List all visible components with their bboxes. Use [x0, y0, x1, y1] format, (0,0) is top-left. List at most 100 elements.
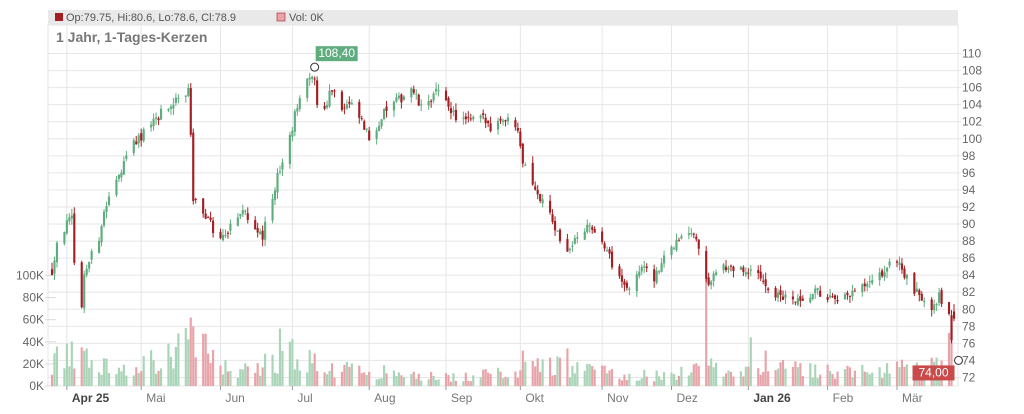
candle-body	[365, 128, 368, 130]
candle-body	[866, 283, 869, 288]
volume-bar	[501, 378, 505, 386]
candle-body	[608, 249, 611, 254]
candle-body	[479, 115, 482, 119]
candle-body	[767, 288, 770, 291]
candle-body	[487, 120, 490, 124]
candle-body	[799, 296, 802, 301]
volume-bar	[715, 362, 718, 386]
volume-bar	[762, 372, 765, 386]
candle-body	[187, 87, 190, 96]
candle-body	[655, 270, 658, 283]
volume-bar	[293, 369, 296, 386]
volume-bar	[712, 367, 715, 386]
volume-bar	[415, 378, 418, 386]
price-tick-label: 102	[962, 115, 982, 129]
volume-bar	[836, 371, 839, 386]
candle-body	[776, 292, 780, 298]
price-tick-label: 80	[962, 302, 976, 316]
volume-bar	[209, 362, 212, 386]
candle-body	[311, 76, 314, 79]
candle-body	[588, 225, 591, 227]
candle-body	[791, 296, 795, 300]
volume-bar	[610, 369, 614, 386]
low-marker-circle	[954, 355, 964, 365]
volume-bar	[504, 376, 507, 386]
volume-bar	[516, 377, 519, 386]
volume-bar	[670, 372, 673, 386]
candle-body	[207, 217, 210, 219]
candle-body	[727, 267, 730, 270]
volume-bar	[328, 370, 331, 386]
volume-bar	[605, 373, 609, 386]
volume-bar	[814, 364, 817, 386]
candle-body	[229, 223, 232, 231]
candle-body	[571, 246, 574, 248]
volume-bar	[566, 348, 569, 386]
volume-bar	[427, 379, 430, 386]
candle-body	[729, 265, 733, 267]
volume-bar	[467, 380, 470, 386]
volume-bar	[749, 337, 752, 386]
volume-bar	[809, 363, 812, 386]
volume-bar	[816, 378, 819, 386]
candle-body	[68, 217, 71, 222]
volume-bar	[152, 360, 155, 386]
candle-body	[467, 117, 470, 119]
candle-body	[886, 267, 889, 272]
volume-bar	[695, 363, 698, 386]
candle-body	[591, 227, 594, 230]
volume-bar	[536, 358, 539, 386]
volume-bar	[759, 374, 762, 386]
time-tick-label: Feb	[833, 391, 854, 405]
candle-body	[273, 190, 277, 200]
candle-body	[705, 251, 708, 279]
candle-body	[576, 237, 579, 239]
candle-body	[739, 266, 742, 270]
candle-body	[142, 129, 145, 141]
volume-bar	[256, 363, 259, 386]
candle-body	[744, 272, 747, 275]
volume-bar	[692, 364, 695, 386]
candle-body	[774, 287, 777, 298]
candle-body	[174, 97, 177, 103]
candle-body	[449, 108, 453, 114]
candle-body	[412, 89, 415, 93]
volume-bar	[325, 374, 329, 386]
candle-body	[553, 221, 557, 231]
candle-body	[330, 90, 334, 92]
candle-body	[378, 125, 381, 131]
price-tick-label: 100	[962, 132, 982, 146]
volume-bar	[207, 353, 210, 386]
candle-body	[115, 179, 118, 196]
candle-body	[469, 118, 472, 120]
candle-body	[551, 214, 554, 222]
volume-bar	[658, 376, 661, 386]
volume-bar	[863, 371, 866, 386]
volume-bar	[221, 374, 225, 386]
volume-bar	[883, 372, 886, 386]
volume-bar	[350, 363, 353, 386]
candle-body	[192, 132, 195, 201]
price-tick-label: 88	[962, 234, 976, 248]
volume-bar	[868, 374, 871, 386]
volume-bar	[202, 333, 205, 386]
candle-body	[83, 274, 86, 309]
volume-bar	[172, 368, 175, 386]
volume-bar	[189, 317, 192, 386]
volume-bar	[437, 379, 440, 386]
candle-body	[189, 88, 192, 135]
volume-bar	[843, 369, 847, 386]
candle-body	[239, 213, 242, 217]
candle-body	[402, 96, 405, 101]
volume-bar	[88, 367, 91, 386]
time-tick-label: Okt	[525, 391, 544, 405]
volume-bar	[102, 358, 106, 386]
candle-body	[712, 273, 715, 282]
candle-body	[435, 88, 438, 92]
price-tick-label: 94	[962, 183, 976, 197]
volume-bar	[620, 380, 624, 386]
candle-body	[938, 292, 941, 303]
volume-bar	[150, 350, 153, 386]
volume-bar	[167, 343, 170, 386]
volume-bar	[662, 372, 666, 386]
